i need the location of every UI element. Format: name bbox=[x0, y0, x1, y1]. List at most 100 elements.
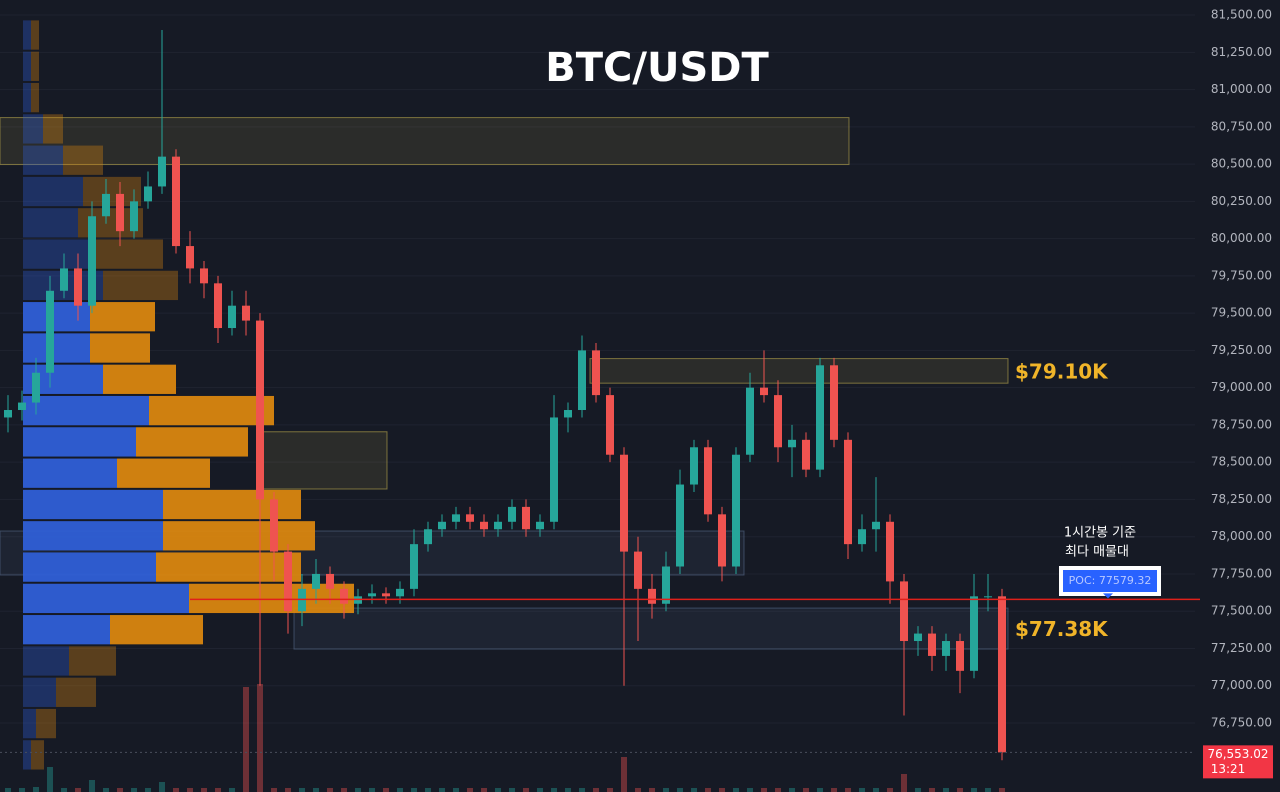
candle-body bbox=[382, 593, 390, 597]
volume-bar bbox=[89, 780, 95, 792]
volume-bar bbox=[439, 788, 445, 792]
profile-buy bbox=[23, 20, 31, 50]
candle-body bbox=[186, 246, 194, 269]
volume-bar bbox=[285, 788, 291, 792]
volume-bar bbox=[859, 788, 865, 792]
volume-bar bbox=[999, 788, 1005, 792]
candle-body bbox=[648, 588, 656, 604]
y-tick-label: 78,000.00 bbox=[1211, 529, 1272, 543]
profile-buy bbox=[23, 51, 31, 81]
candle-body bbox=[508, 506, 516, 522]
volume-bar bbox=[663, 788, 669, 792]
volume-bar bbox=[313, 788, 319, 792]
profile-buy bbox=[23, 740, 31, 770]
volume-bar bbox=[75, 788, 81, 792]
candle-body bbox=[634, 551, 642, 589]
volume-bar bbox=[775, 788, 781, 792]
candle-body bbox=[998, 596, 1006, 753]
candle-body bbox=[452, 514, 460, 522]
y-tick-label: 81,000.00 bbox=[1211, 82, 1272, 96]
profile-buy bbox=[23, 708, 36, 739]
volume-bar bbox=[187, 788, 193, 792]
profile-sell bbox=[88, 239, 163, 269]
y-tick-label: 79,000.00 bbox=[1211, 380, 1272, 394]
zone bbox=[293, 607, 1009, 650]
volume-bar bbox=[257, 684, 263, 792]
candle-body bbox=[270, 499, 278, 552]
candle-body bbox=[844, 439, 852, 545]
candle-body bbox=[340, 588, 348, 604]
profile-buy bbox=[23, 458, 117, 488]
volume-bar bbox=[271, 788, 277, 792]
volume-bar bbox=[453, 788, 459, 792]
candle-body bbox=[256, 320, 264, 500]
y-tick-label: 80,500.00 bbox=[1211, 157, 1272, 171]
profile-sell bbox=[90, 333, 150, 363]
volume-bar bbox=[355, 788, 361, 792]
profile-buy bbox=[23, 489, 163, 520]
volume-bar bbox=[691, 788, 697, 792]
volume-bar bbox=[537, 788, 543, 792]
volume-bar bbox=[159, 782, 165, 792]
candle-body bbox=[956, 641, 964, 671]
y-tick-label: 81,500.00 bbox=[1211, 8, 1272, 22]
profile-sell bbox=[149, 395, 274, 426]
candle-body bbox=[466, 514, 474, 522]
candle-body bbox=[158, 156, 166, 187]
candle-body bbox=[970, 596, 978, 671]
volume-bar bbox=[621, 757, 627, 792]
volume-bar bbox=[607, 788, 613, 792]
profile-buy bbox=[23, 208, 78, 238]
candle-body bbox=[116, 193, 124, 232]
volume-bar bbox=[369, 788, 375, 792]
candle-body bbox=[914, 633, 922, 642]
volume-bar bbox=[47, 767, 53, 792]
y-tick-label: 80,250.00 bbox=[1211, 194, 1272, 208]
y-tick-label: 78,500.00 bbox=[1211, 455, 1272, 469]
volume-bar bbox=[817, 788, 823, 792]
candle-body bbox=[32, 372, 40, 403]
volume-bar bbox=[5, 788, 11, 792]
volume-bar bbox=[481, 788, 487, 792]
candle-body bbox=[494, 521, 502, 530]
volume-bar bbox=[579, 788, 585, 792]
profile-sell bbox=[36, 708, 56, 739]
poc-pointer bbox=[1103, 593, 1113, 599]
volume-bar bbox=[243, 687, 249, 792]
profile-sell bbox=[163, 489, 301, 520]
volume-bar bbox=[425, 788, 431, 792]
profile-sell bbox=[83, 176, 141, 207]
profile-buy bbox=[23, 176, 83, 207]
volume-bar bbox=[145, 788, 151, 792]
candle-body bbox=[18, 402, 26, 411]
profile-buy bbox=[23, 427, 136, 457]
volume-bar bbox=[719, 788, 725, 792]
volume-bar bbox=[873, 788, 879, 792]
profile-buy bbox=[23, 615, 110, 645]
candle-body bbox=[858, 529, 866, 545]
profile-buy bbox=[23, 82, 31, 113]
volume-bar bbox=[901, 774, 907, 792]
candle-body bbox=[4, 410, 12, 418]
volume-bar bbox=[201, 788, 207, 792]
candle-body bbox=[200, 268, 208, 284]
y-tick-label: 80,000.00 bbox=[1211, 231, 1272, 245]
volume-bar bbox=[649, 788, 655, 792]
profile-sell bbox=[56, 677, 96, 707]
candle-body bbox=[172, 156, 180, 247]
volume-bar bbox=[397, 788, 403, 792]
profile-sell bbox=[103, 364, 176, 394]
y-tick-label: 79,500.00 bbox=[1211, 306, 1272, 320]
volume-bar bbox=[61, 788, 67, 792]
profile-buy bbox=[23, 646, 69, 676]
y-tick-label: 77,000.00 bbox=[1211, 678, 1272, 692]
candle-body bbox=[368, 593, 376, 597]
candle-body bbox=[592, 350, 600, 396]
profile-sell bbox=[31, 740, 44, 770]
profile-sell bbox=[163, 521, 315, 551]
note: 1시간봉 기준 bbox=[1064, 526, 1136, 541]
volume-bar bbox=[593, 788, 599, 792]
last-price-box bbox=[1203, 745, 1273, 779]
profile-sell bbox=[110, 615, 203, 645]
candle-body bbox=[578, 350, 586, 411]
